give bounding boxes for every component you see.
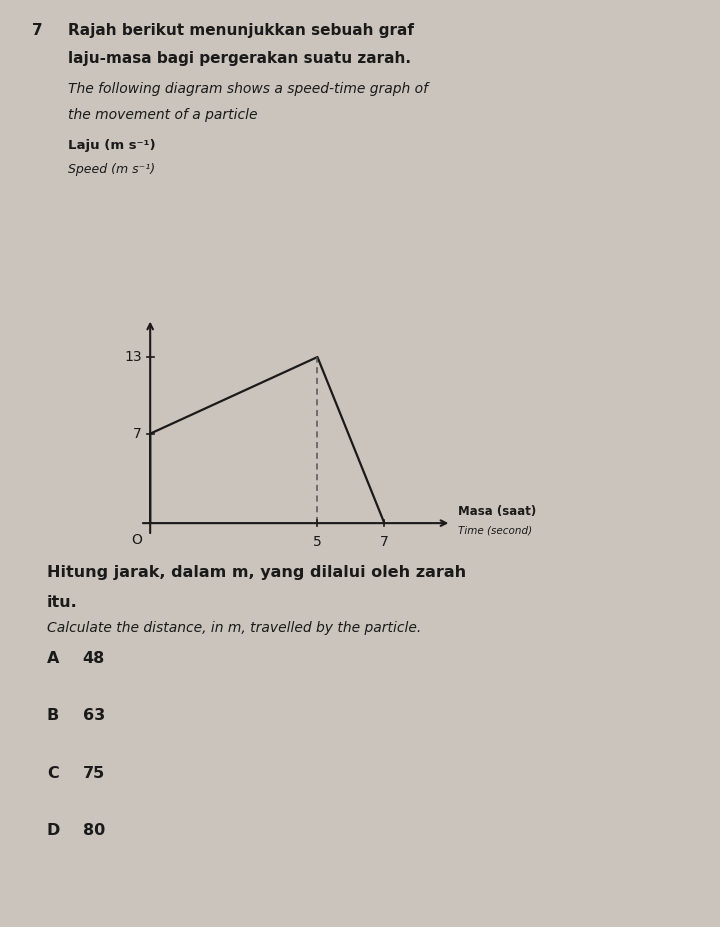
Text: itu.: itu. [47, 595, 78, 610]
Text: 7: 7 [133, 426, 142, 440]
Text: A: A [47, 651, 59, 666]
Text: 48: 48 [83, 651, 105, 666]
Text: 7: 7 [380, 535, 389, 549]
Text: 7: 7 [32, 23, 43, 38]
Text: Time (second): Time (second) [458, 526, 532, 536]
Text: Masa (saat): Masa (saat) [458, 505, 536, 518]
Text: 5: 5 [313, 535, 322, 549]
Text: 80: 80 [83, 823, 105, 838]
Text: 75: 75 [83, 766, 105, 781]
Text: B: B [47, 708, 59, 723]
Text: D: D [47, 823, 60, 838]
Text: Hitung jarak, dalam m, yang dilalui oleh zarah: Hitung jarak, dalam m, yang dilalui oleh… [47, 565, 466, 580]
Text: Speed (m s⁻¹): Speed (m s⁻¹) [68, 163, 156, 176]
Text: 63: 63 [83, 708, 105, 723]
Text: Calculate the distance, in m, travelled by the particle.: Calculate the distance, in m, travelled … [47, 621, 421, 635]
Text: laju-masa bagi pergerakan suatu zarah.: laju-masa bagi pergerakan suatu zarah. [68, 51, 411, 66]
Text: O: O [131, 533, 142, 547]
Text: Laju (m s⁻¹): Laju (m s⁻¹) [68, 139, 156, 152]
Text: 13: 13 [124, 350, 142, 364]
Text: C: C [47, 766, 58, 781]
Text: Rajah berikut menunjukkan sebuah graf: Rajah berikut menunjukkan sebuah graf [68, 23, 415, 38]
Text: The following diagram shows a speed-time graph of: The following diagram shows a speed-time… [68, 82, 428, 95]
Text: the movement of a particle: the movement of a particle [68, 108, 258, 122]
